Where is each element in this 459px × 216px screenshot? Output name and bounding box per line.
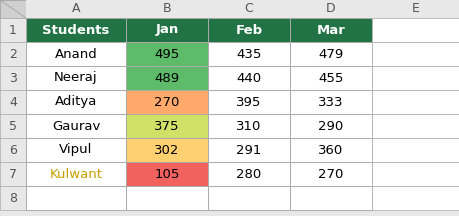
Bar xyxy=(289,42,371,66)
Text: 489: 489 xyxy=(154,71,179,84)
Text: 280: 280 xyxy=(236,167,261,181)
Text: 270: 270 xyxy=(154,95,179,108)
Bar xyxy=(0,42,26,66)
Text: 1: 1 xyxy=(9,24,17,37)
Text: 440: 440 xyxy=(236,71,261,84)
Bar xyxy=(289,162,371,186)
Text: 4: 4 xyxy=(9,95,17,108)
Text: A: A xyxy=(72,3,80,16)
Bar xyxy=(126,138,207,162)
Text: Kulwant: Kulwant xyxy=(50,167,102,181)
Text: Neeraj: Neeraj xyxy=(54,71,98,84)
Bar xyxy=(26,42,126,66)
Text: 310: 310 xyxy=(236,119,261,132)
Text: Mar: Mar xyxy=(316,24,345,37)
Bar xyxy=(371,162,459,186)
Bar xyxy=(0,18,26,42)
Bar xyxy=(207,90,289,114)
Bar xyxy=(26,66,126,90)
Bar xyxy=(126,0,207,18)
Bar xyxy=(26,90,126,114)
Bar xyxy=(207,42,289,66)
Text: 360: 360 xyxy=(318,143,343,157)
Bar xyxy=(126,90,207,114)
Bar xyxy=(0,162,26,186)
Text: 3: 3 xyxy=(9,71,17,84)
Bar xyxy=(126,186,207,210)
Text: 5: 5 xyxy=(9,119,17,132)
Bar xyxy=(371,42,459,66)
Bar xyxy=(26,186,126,210)
Text: Students: Students xyxy=(42,24,109,37)
Bar xyxy=(289,114,371,138)
Bar xyxy=(289,90,371,114)
Bar xyxy=(289,138,371,162)
Text: 333: 333 xyxy=(318,95,343,108)
Bar xyxy=(26,162,126,186)
Text: 6: 6 xyxy=(9,143,17,157)
Bar xyxy=(207,138,289,162)
Bar xyxy=(207,114,289,138)
Text: Gaurav: Gaurav xyxy=(52,119,100,132)
Bar xyxy=(371,18,459,42)
Bar xyxy=(26,18,126,42)
Text: 105: 105 xyxy=(154,167,179,181)
Bar xyxy=(289,66,371,90)
Text: 2: 2 xyxy=(9,48,17,60)
Text: 302: 302 xyxy=(154,143,179,157)
Bar xyxy=(126,114,207,138)
Text: 435: 435 xyxy=(236,48,261,60)
Text: Vipul: Vipul xyxy=(59,143,92,157)
Bar xyxy=(207,186,289,210)
Bar xyxy=(126,66,207,90)
Text: E: E xyxy=(411,3,419,16)
Bar xyxy=(207,162,289,186)
Bar xyxy=(371,66,459,90)
Bar xyxy=(0,0,26,18)
Text: Aditya: Aditya xyxy=(55,95,97,108)
Text: 8: 8 xyxy=(9,192,17,205)
Text: 395: 395 xyxy=(236,95,261,108)
Text: Anand: Anand xyxy=(55,48,97,60)
Bar xyxy=(207,66,289,90)
Text: 495: 495 xyxy=(154,48,179,60)
Bar xyxy=(289,0,371,18)
Bar xyxy=(371,114,459,138)
Text: Jan: Jan xyxy=(155,24,178,37)
Bar xyxy=(0,66,26,90)
Text: 291: 291 xyxy=(236,143,261,157)
Bar xyxy=(289,186,371,210)
Text: Feb: Feb xyxy=(235,24,262,37)
Bar xyxy=(26,114,126,138)
Bar xyxy=(126,42,207,66)
Bar xyxy=(0,90,26,114)
Bar xyxy=(371,90,459,114)
Bar xyxy=(207,18,289,42)
Bar xyxy=(207,0,289,18)
Text: C: C xyxy=(244,3,253,16)
Text: 290: 290 xyxy=(318,119,343,132)
Bar xyxy=(371,0,459,18)
Text: D: D xyxy=(325,3,335,16)
Text: 375: 375 xyxy=(154,119,179,132)
Bar xyxy=(26,0,126,18)
Text: 455: 455 xyxy=(318,71,343,84)
Text: 7: 7 xyxy=(9,167,17,181)
Bar xyxy=(371,138,459,162)
Text: 270: 270 xyxy=(318,167,343,181)
Text: 479: 479 xyxy=(318,48,343,60)
Bar xyxy=(126,18,207,42)
Bar xyxy=(371,186,459,210)
Bar xyxy=(0,186,26,210)
Bar xyxy=(26,138,126,162)
Text: B: B xyxy=(162,3,171,16)
Bar xyxy=(0,138,26,162)
Bar xyxy=(126,162,207,186)
Bar xyxy=(289,18,371,42)
Bar xyxy=(0,114,26,138)
